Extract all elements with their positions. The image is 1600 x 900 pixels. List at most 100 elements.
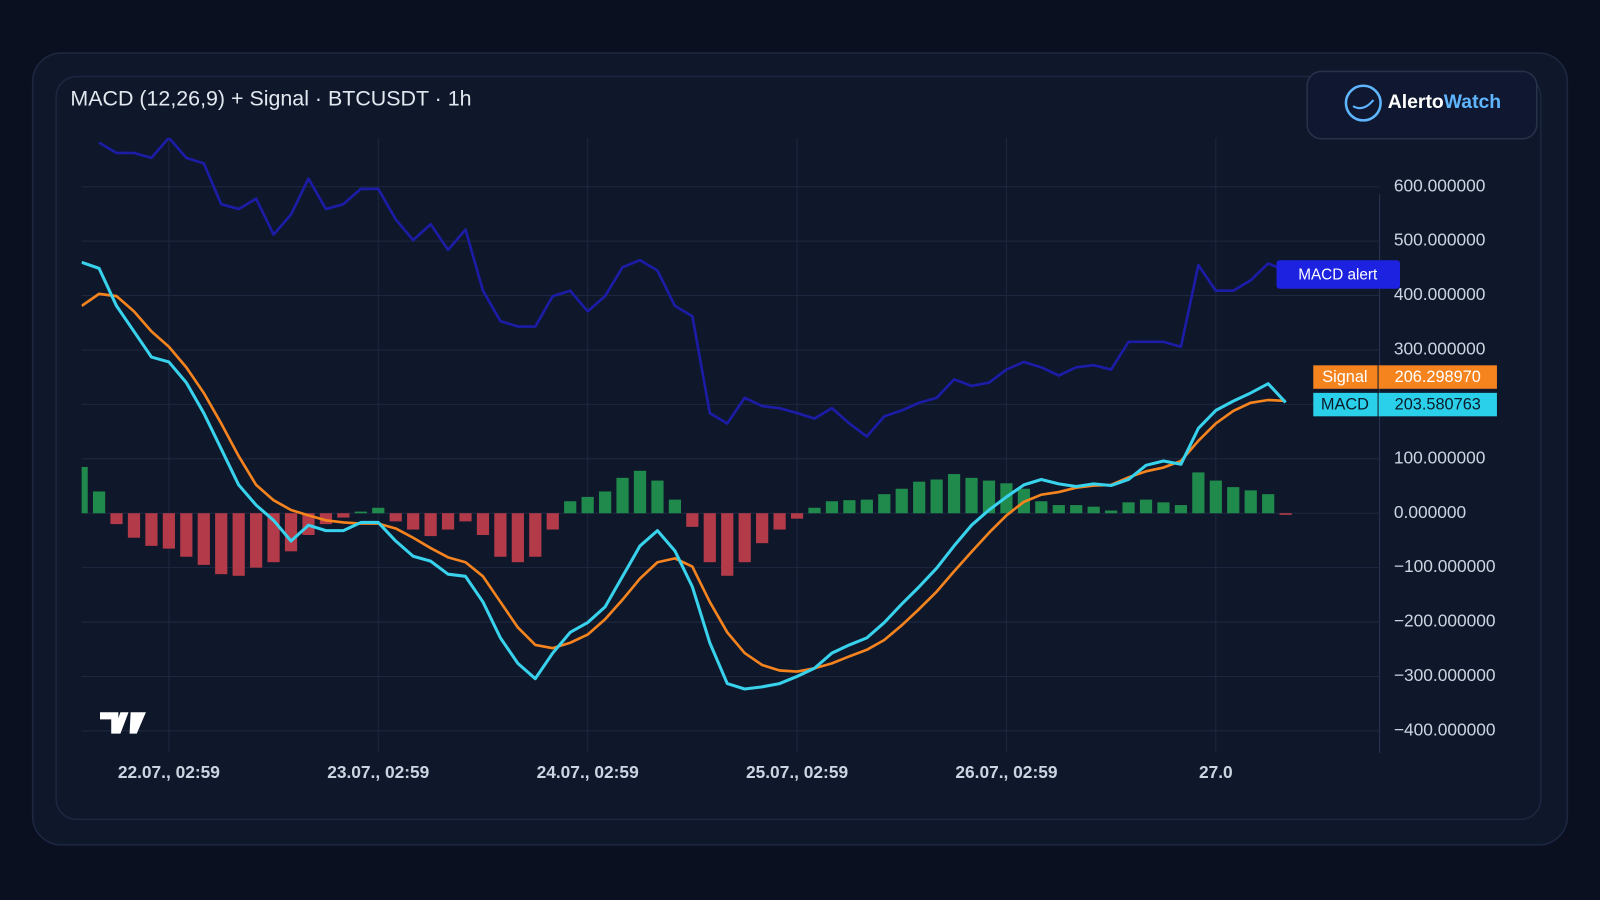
histogram-bar [1227,487,1240,514]
histogram-bar [145,513,158,546]
alert-badge-bg [1276,260,1400,289]
histogram-bar [1174,505,1188,514]
histogram-bar [1192,472,1205,514]
histogram-bar [825,501,839,514]
histogram-bar [337,513,350,518]
logo-text-2: Watch [1444,91,1501,113]
histogram-bar [127,513,141,538]
histogram-bar [215,513,228,575]
signal-badge: Signal 206.298970 [1313,365,1497,389]
histogram-bar [878,494,891,514]
line [98,137,1287,438]
histogram-bar [651,480,664,514]
histogram-bar [162,513,175,549]
histogram-bar [1262,494,1275,514]
inner-frame [55,75,1542,821]
histogram-bar [860,499,873,514]
histogram-bar [616,477,629,514]
histogram-bar [424,513,437,537]
macd-badge: MACD 203.580763 [1313,392,1497,417]
macd-badge-name-bg [1313,392,1378,417]
histogram-bar [1209,480,1222,514]
histogram-bar [354,511,367,514]
y-tick-label: −300.000000 [1394,665,1496,685]
histogram-bar [686,513,699,527]
histogram-bar [546,513,559,530]
histogram-bar [1244,490,1257,514]
macd-badge-value-bg [1378,392,1497,417]
tv-logo [100,712,146,734]
y-tick-label: −400.000000 [1394,719,1496,739]
labels: −400.000000 −300.000000 −200.000000 −100.00… [118,175,1496,782]
histogram-bar [372,507,385,514]
histogram-bar [1157,502,1170,514]
histogram-bar [668,499,682,514]
histogram-bar [965,477,978,514]
histogram-bar [564,501,577,514]
x-tick-label: 27.0 [1199,762,1233,782]
histogram-bar [407,513,420,530]
histogram-bar [319,513,333,525]
x-tick-label: 22.07., 02:59 [118,762,220,782]
histogram-bar [250,513,263,568]
histogram-bar [773,513,786,530]
histogram-bar [494,513,507,557]
last-value-label: 206.298970 [1395,368,1481,386]
histogram-bar [1122,502,1135,514]
y-tick-label: 100.000000 [1394,447,1486,467]
brand-logo: AlertoWatch [1306,70,1538,140]
x-tick-label: 25.07., 02:59 [746,762,848,782]
histogram-bar [529,513,542,557]
histogram-bar [389,513,402,522]
histogram-bar [284,513,298,552]
histogram-bar [1070,505,1083,514]
histogram-bar [1035,501,1048,514]
y-tick-label: 600.000000 [1394,175,1486,195]
histogram-bar [1139,499,1153,514]
histogram-bar [197,513,210,565]
last-value-label: 203.580763 [1395,395,1481,413]
line [81,260,1287,691]
histogram-bar [476,513,490,535]
y-tick-label: 0.000000 [1394,502,1466,522]
alert-badge-text: MACD alert [1298,267,1378,284]
histogram-bar [1052,505,1065,514]
histogram-bar [581,496,594,514]
histogram-bar [232,513,245,576]
legend-entry: MACD [1321,395,1369,413]
logo-text: AlertoWatch [1388,91,1501,113]
histogram-bar [790,513,804,519]
y-tick-label: −100.000000 [1394,556,1496,576]
histogram-bar [930,479,943,514]
logo-box [1306,70,1538,140]
histogram-bar [843,500,856,514]
logo-icon-mark [1352,99,1375,110]
histogram-bar [738,513,751,563]
signal-badge-name-bg [1313,365,1378,389]
histogram-bar [180,513,193,557]
y-tick-label: −200.000000 [1394,611,1496,631]
y-tick-label: 500.000000 [1394,230,1486,250]
histogram-bar [947,474,961,514]
histogram-bar [703,513,716,563]
y-tick-label: 300.000000 [1394,339,1486,359]
card [31,52,1569,846]
histogram-bar [441,513,455,530]
logo-icon [1344,84,1382,122]
x-tick-label: 23.07., 02:59 [327,762,429,782]
x-tick-label: 26.07., 02:59 [955,762,1057,782]
legend-entry: Signal [1322,368,1367,386]
grid [81,137,1380,753]
histogram-bar [1279,513,1292,515]
logo-text-1: Alerto [1388,91,1444,113]
histogram-bar [913,481,926,514]
signal-badge-value-bg [1378,365,1497,389]
histogram-bar [1087,506,1100,514]
histogram-bar [511,513,524,563]
histogram-bar [721,513,734,576]
y-tick-label: 400.000000 [1394,284,1486,304]
histogram-bar [110,513,123,525]
alert-badge: MACD alert [1276,260,1400,289]
